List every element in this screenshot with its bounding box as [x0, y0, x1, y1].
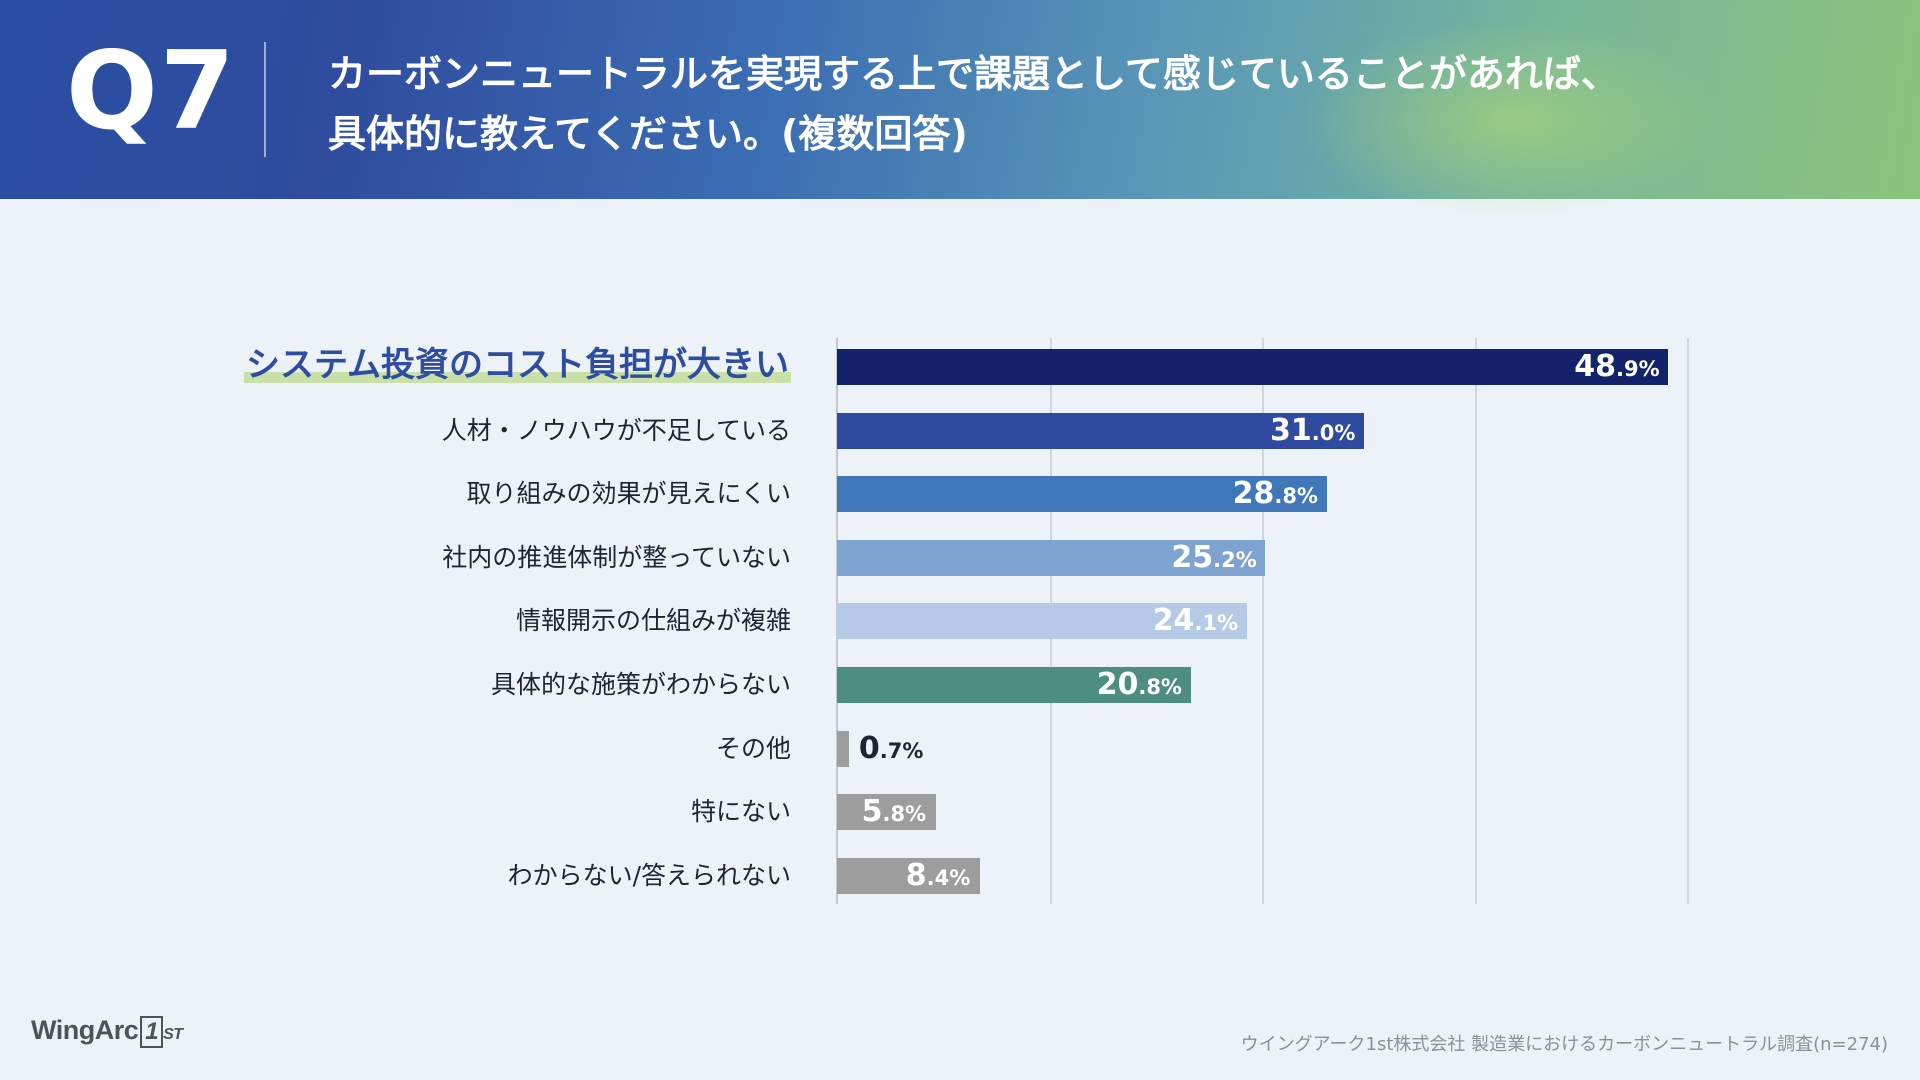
- value-label: 25.2%: [1171, 539, 1257, 575]
- category-label: 社内の推進体制が整っていない: [442, 542, 791, 572]
- logo-one: 1: [140, 1016, 164, 1048]
- value-label: 20.8%: [1096, 667, 1182, 702]
- gridline: [1262, 338, 1264, 904]
- value-label: 48.9%: [1574, 349, 1660, 384]
- bar: [837, 349, 1669, 385]
- value-label: 28.8%: [1232, 476, 1318, 512]
- gridline: [1474, 338, 1477, 904]
- value-label: 0.7%: [858, 730, 924, 766]
- source-note: ウイングアーク1st株式会社 製造業におけるカーボンニュートラル調査(n=274…: [1240, 1034, 1888, 1055]
- value-label: 8.4%: [905, 857, 971, 893]
- header-glow: [1300, 20, 1720, 220]
- gridline: [1687, 338, 1689, 904]
- bar: [837, 794, 936, 831]
- bar: [837, 412, 1364, 449]
- category-label: 人材・ノウハウが不足している: [441, 415, 791, 445]
- category-label: その他: [715, 733, 791, 763]
- wingarc-logo: WingArc 1 ST: [31, 1015, 183, 1048]
- question-title-line2: 具体的に教えてください。(複数回答): [328, 112, 968, 156]
- bar: [837, 476, 1327, 513]
- question-title: カーボンニュートラルを実現する上で課題として感じていることがあれば、 具体的に教…: [328, 44, 1778, 164]
- bar: [837, 857, 980, 894]
- logo-text: WingArc: [31, 1015, 139, 1045]
- category-label: 取り組みの効果が見えにくい: [466, 479, 791, 509]
- bar: [837, 603, 1247, 640]
- value-label: 24.1%: [1152, 603, 1239, 639]
- logo-st: ST: [163, 1026, 183, 1043]
- question-title-line1: カーボンニュートラルを実現する上で課題として感じていることがあれば、: [328, 52, 1619, 96]
- category-label: わからない/答えられない: [507, 860, 791, 890]
- category-label: 具体的な施策がわからない: [490, 670, 791, 699]
- question-number: Q7: [66, 29, 237, 154]
- bar: [837, 667, 1191, 703]
- bar: [837, 539, 1266, 576]
- header-banner: Q7 カーボンニュートラルを実現する上で課題として感じていることがあれば、 具体…: [0, 0, 1920, 220]
- category-label: 特にない: [690, 797, 791, 827]
- value-label: 31.0%: [1270, 412, 1356, 448]
- header-divider: [264, 42, 266, 157]
- value-label: 5.8%: [861, 794, 927, 830]
- category-label: 情報開示の仕組みが複雑: [515, 606, 791, 636]
- bar: [837, 730, 849, 767]
- category-label: システム投資のコスト負担が大きい: [244, 345, 791, 385]
